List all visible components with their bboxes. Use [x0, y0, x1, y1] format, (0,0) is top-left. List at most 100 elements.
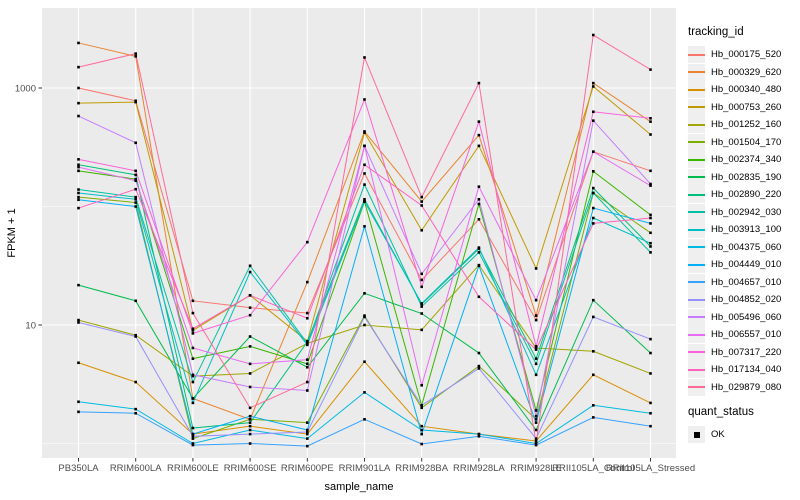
data-point [191, 380, 195, 384]
legend-label: Hb_001252_160 [711, 119, 782, 131]
legend-title-quant-status: quant_status [688, 406, 754, 418]
data-point [592, 33, 595, 37]
data-point [363, 360, 366, 364]
data-point [77, 101, 80, 105]
data-point [420, 383, 423, 387]
data-point [77, 318, 80, 322]
data-point [477, 120, 481, 123]
legend-key-swatch [688, 46, 705, 64]
data-point [363, 200, 366, 203]
legend-label: Hb_000753_260 [711, 101, 782, 113]
data-point [477, 144, 481, 148]
data-point [477, 295, 481, 299]
legend-key-line [688, 263, 705, 266]
data-point [77, 86, 80, 90]
data-point [592, 119, 595, 122]
data-point [363, 418, 366, 421]
data-point [649, 184, 652, 187]
data-point [534, 421, 538, 424]
legend-key-swatch [688, 326, 705, 344]
x-tick-label: RRIM901LA [339, 463, 391, 474]
data-point [477, 202, 481, 206]
data-point [363, 292, 366, 295]
data-point [534, 428, 538, 432]
legend-label: Hb_006557_010 [711, 329, 782, 341]
data-point [77, 65, 80, 69]
legend-key-swatch [688, 308, 705, 326]
legend-key-swatch [688, 343, 705, 361]
legend-key-line [688, 106, 705, 109]
data-point [420, 195, 423, 199]
data-point [534, 298, 538, 302]
legend-title-tracking-id: tracking_id [688, 26, 744, 38]
data-point [649, 117, 652, 120]
legend-item-Hb_002890_220: Hb_002890_220 [688, 186, 800, 204]
legend-key-swatch [688, 203, 705, 221]
data-point [306, 358, 309, 361]
legend-item-Hb_000329_620: Hb_000329_620 [688, 63, 800, 82]
data-point [363, 183, 366, 186]
data-point [649, 424, 652, 428]
data-point [134, 99, 137, 103]
data-point [534, 348, 538, 351]
x-tick-label: RRII105LA_Control [552, 463, 634, 474]
data-point [534, 362, 538, 366]
data-point [649, 120, 652, 123]
data-point [420, 406, 423, 410]
data-point [592, 110, 595, 114]
data-point [248, 294, 252, 297]
legend-key-line [688, 123, 705, 126]
data-point [248, 418, 252, 421]
legend-label: Hb_004449_010 [711, 259, 782, 271]
data-point [248, 362, 252, 366]
data-point [534, 357, 538, 360]
data-point [592, 416, 595, 419]
legend-key-line [688, 88, 705, 91]
data-point [420, 278, 423, 282]
legend-item-Hb_006557_010: Hb_006557_010 [688, 326, 800, 344]
legend-label: Hb_004657_010 [711, 276, 782, 288]
data-point [420, 302, 423, 305]
data-point [477, 351, 481, 355]
legend-label: Hb_002835_190 [711, 171, 782, 183]
legend-key-swatch [688, 273, 705, 291]
legend-item-Hb_002835_190: Hb_002835_190 [688, 168, 800, 187]
legend-key-swatch [688, 151, 705, 169]
data-point [649, 133, 652, 136]
data-point [649, 245, 652, 248]
data-point [477, 364, 481, 368]
data-point [77, 321, 80, 324]
legend-items-quant: OK [688, 426, 800, 444]
x-tick-label: RRIM928BA [395, 463, 448, 474]
data-point [420, 305, 423, 308]
data-point [477, 367, 481, 370]
data-point [592, 85, 595, 88]
legend-key-swatch [688, 238, 705, 256]
data-point [420, 432, 423, 436]
legend-item-Hb_002374_340: Hb_002374_340 [688, 151, 800, 169]
data-point [592, 81, 595, 85]
data-point [649, 231, 652, 235]
data-point [306, 421, 309, 424]
data-point [306, 430, 309, 434]
data-point [592, 315, 595, 319]
legend-item-Hb_003913_100: Hb_003913_100 [688, 221, 800, 239]
legend-item-Hb_007317_220: Hb_007317_220 [688, 343, 800, 362]
data-point [363, 131, 366, 134]
legend-item-Hb_004375_060: Hb_004375_060 [688, 238, 800, 257]
data-point [191, 426, 195, 430]
data-point [248, 406, 252, 410]
x-tick-label: RRIM928LA [453, 463, 505, 474]
data-point [592, 373, 595, 377]
data-point [248, 385, 252, 389]
legend: tracking_id Hb_000175_520 Hb_000329_620 Hb… [688, 26, 800, 444]
data-point [420, 404, 423, 407]
x-tick-label: RRIM600SE [224, 463, 277, 474]
legend-item-Hb_000175_520: Hb_000175_520 [688, 46, 800, 64]
data-point [134, 411, 137, 415]
data-point [534, 267, 538, 270]
data-point [248, 264, 252, 268]
data-point [363, 198, 366, 201]
data-point [77, 283, 80, 287]
